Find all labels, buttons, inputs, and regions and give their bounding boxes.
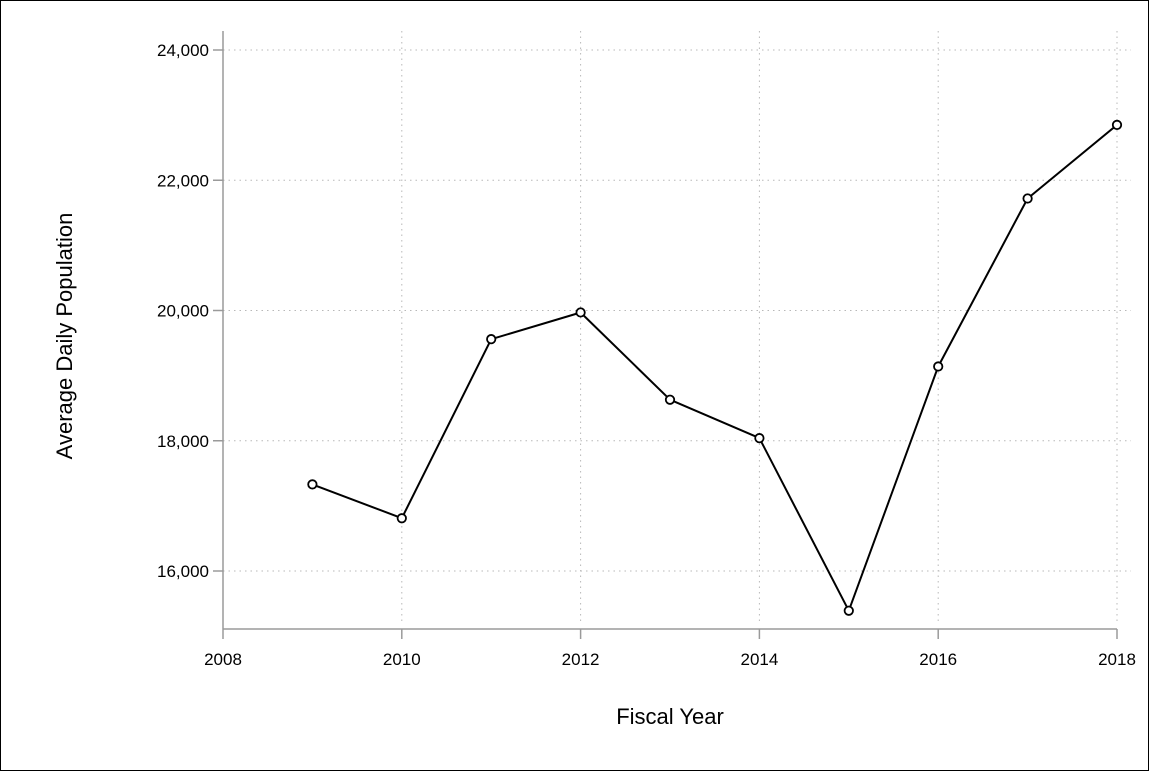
x-tick-label: 2016 [919,650,957,669]
data-point [307,479,318,490]
gridlines [222,31,1131,623]
series-layer [312,124,1118,612]
y-tick-label: 24,000 [157,41,209,60]
data-point [1022,193,1033,204]
data-point [754,433,765,444]
data-point [664,394,676,405]
y-tick-label: 22,000 [157,171,209,190]
x-tick-label: 2018 [1098,650,1136,669]
series-line [312,124,1118,612]
data-point [575,307,586,318]
x-tick-label: 2012 [562,650,600,669]
data-points [307,119,1123,616]
x-tick-label: 2014 [740,650,778,669]
tick-labels: 16,000 18,000 20,000 22,000 24,000 2008 2010 20… [157,41,1136,669]
x-tick-label: 2008 [204,650,242,669]
data-point [396,513,407,524]
y-tick-label: 18,000 [157,432,209,451]
data-point [933,361,944,372]
data-point [843,605,854,616]
axes [213,31,1118,639]
y-tick-label: 16,000 [157,562,209,581]
y-tick-label: 20,000 [157,302,209,321]
data-point [486,334,497,345]
x-axis-title: Fiscal Year [616,704,724,729]
y-axis-title: Average Daily Population [52,213,77,460]
x-tick-label: 2010 [383,650,421,669]
data-point [1111,119,1123,130]
